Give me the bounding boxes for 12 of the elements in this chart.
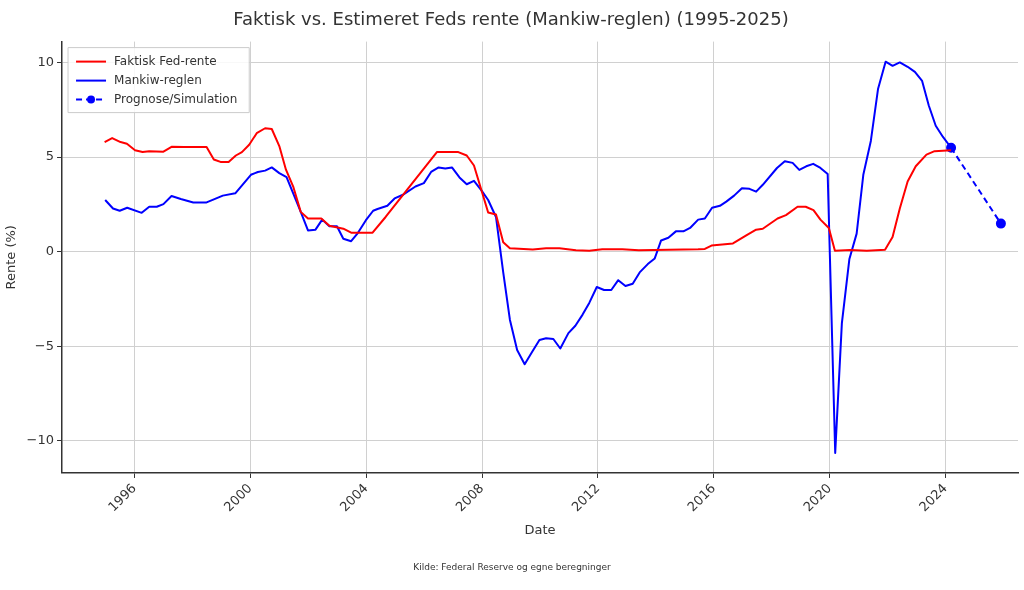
legend-label: Faktisk Fed-rente <box>114 53 217 68</box>
y-axis-title: Rente (%) <box>3 225 19 290</box>
y-tick-label: −10 <box>26 432 55 448</box>
legend-label: Prognose/Simulation <box>114 91 238 106</box>
y-tick-label: 10 <box>37 53 55 69</box>
y-tick-label: 0 <box>45 242 55 258</box>
y-tick-label: 5 <box>45 148 55 164</box>
x-axis-title: Date <box>524 521 556 537</box>
chart-title: Faktisk vs. Estimeret Feds rente (Mankiw-reglen) (1995-2025) <box>233 8 789 30</box>
legend-label: Mankiw-reglen <box>114 72 202 87</box>
y-tick-label: −5 <box>34 337 55 353</box>
text: Kilde: Federal Reserve og egne beregninger <box>413 562 612 572</box>
